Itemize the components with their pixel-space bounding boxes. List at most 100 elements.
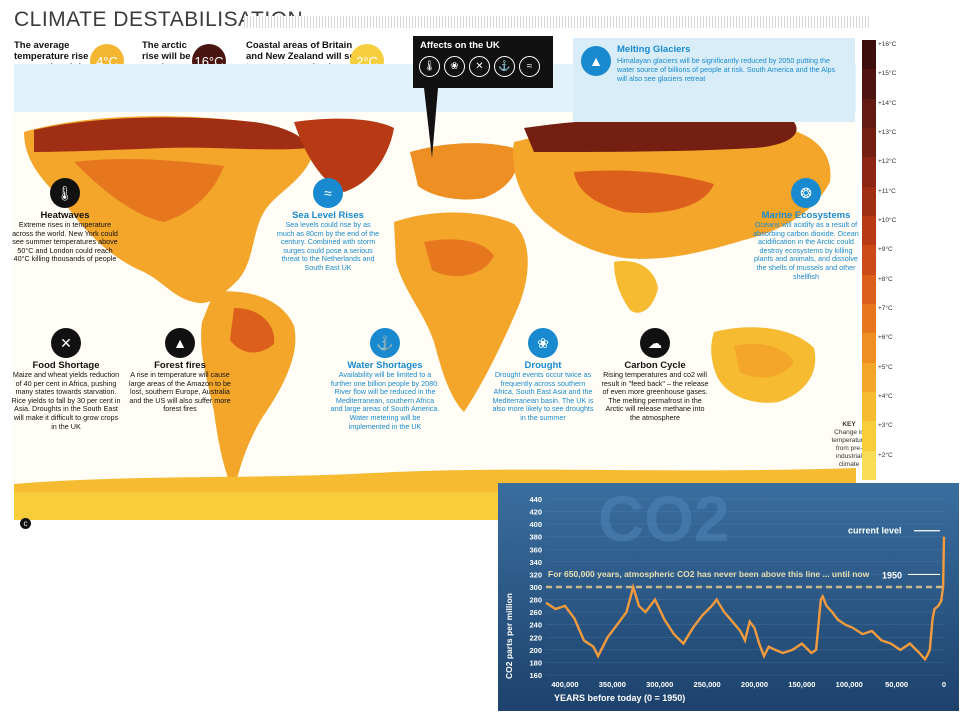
thermometer-icon: 🌡 bbox=[50, 178, 80, 208]
feature-heatwaves: 🌡 Heatwaves Extreme rises in temperature… bbox=[12, 178, 118, 264]
key-label: +7°C bbox=[878, 305, 893, 312]
glaciers-title: Melting Glaciers bbox=[617, 44, 691, 55]
key-label: +2°C bbox=[878, 451, 893, 459]
key-swatch bbox=[862, 391, 876, 422]
fish-icon: ❀ bbox=[444, 56, 465, 77]
feature-title: Marine Ecosystems bbox=[761, 210, 851, 221]
x-tick-label: 250,000 bbox=[694, 680, 721, 689]
glaciers-text: Himalayan glaciers will be significantly… bbox=[617, 56, 836, 83]
x-tick-label: 300,000 bbox=[646, 680, 673, 689]
key-swatch bbox=[862, 186, 876, 216]
key-swatch bbox=[862, 274, 876, 304]
tap-icon: ⚓ bbox=[494, 56, 515, 77]
y-tick-label: 240 bbox=[529, 621, 542, 630]
key-swatch bbox=[862, 333, 876, 363]
climate-poster: CLIMATE DESTABILISATION The average temp… bbox=[8, 6, 870, 530]
molecule-icon: ❂ bbox=[791, 178, 821, 208]
y-tick-label: 340 bbox=[529, 558, 542, 567]
y-tick-label: 180 bbox=[529, 658, 542, 667]
key-label: +11°C bbox=[878, 187, 896, 195]
y-tick-label: 260 bbox=[529, 608, 542, 617]
x-tick-label: 200,000 bbox=[741, 680, 768, 689]
y-tick-label: 440 bbox=[529, 495, 542, 504]
y-tick-label: 360 bbox=[529, 545, 542, 554]
key-swatch bbox=[862, 303, 876, 334]
x-tick-label: 100,000 bbox=[836, 680, 863, 689]
key-legend-title: KEY Change in temperature from pre-indus… bbox=[828, 421, 870, 469]
temperature-key-labels: +16°C +15°C +14°C +13°C +12°C +11°C +10°C +9°C +… bbox=[878, 40, 908, 480]
melting-glaciers-panel: ▲ Melting Glaciers Himalayan glaciers wi… bbox=[573, 38, 855, 122]
feature-carbon: ☁ Carbon Cycle Rising temperatures and c… bbox=[600, 328, 710, 423]
feature-text: Oceans will acidify as a result of absor… bbox=[753, 220, 859, 281]
feature-title: Heatwaves bbox=[40, 210, 90, 221]
y-tick-label: 200 bbox=[529, 646, 542, 655]
y-tick-label: 220 bbox=[529, 633, 542, 642]
key-label: +6°C bbox=[878, 334, 893, 342]
current-level-label: current level bbox=[848, 526, 902, 536]
key-swatch bbox=[862, 450, 876, 480]
feature-text: A rise in temperature will cause large a… bbox=[129, 370, 231, 414]
no-food-icon: ✕ bbox=[469, 56, 490, 77]
x-axis-label: YEARS before today (0 = 1950) bbox=[554, 693, 685, 703]
cloud-icon: ☁ bbox=[640, 328, 670, 358]
x-tick-label: 150,000 bbox=[788, 680, 815, 689]
affects-uk-title: Affects on the UK bbox=[420, 40, 500, 51]
feature-title: Sea Level Rises bbox=[292, 210, 364, 221]
feature-drought: ❀ Drought Drought events occur twice as … bbox=[490, 328, 596, 423]
copyright-icon: c bbox=[20, 518, 31, 529]
key-swatch bbox=[862, 127, 876, 158]
feature-text: Availability will be limited to a furthe… bbox=[330, 370, 440, 431]
x-tick-label: 400,000 bbox=[551, 680, 578, 689]
x-tick-label: 0 bbox=[942, 680, 946, 689]
temperature-key-bar bbox=[862, 40, 876, 480]
tap-icon: ⚓ bbox=[370, 328, 400, 358]
key-swatch bbox=[862, 362, 876, 392]
feature-title: Drought bbox=[524, 360, 562, 371]
key-swatch bbox=[862, 421, 876, 451]
y-tick-label: 400 bbox=[529, 520, 542, 529]
feature-title: Food Shortage bbox=[32, 360, 100, 371]
thermometer-icon: 🌡 bbox=[419, 56, 440, 77]
mountain-icon: ▲ bbox=[581, 46, 611, 76]
co2-chart-panel: CO2 160 180 200 220 240 260 280 300 320 340 360 380… bbox=[498, 483, 959, 711]
key-label: +13°C bbox=[878, 129, 897, 136]
y-tick-label: 320 bbox=[529, 570, 542, 579]
key-label: +9°C bbox=[878, 246, 893, 254]
key-swatch bbox=[862, 40, 876, 70]
feature-sea-level: ≈ Sea Level Rises Sea levels could rise … bbox=[276, 178, 380, 273]
feature-fires: ▲ Forest fires A rise in temperature wil… bbox=[128, 328, 232, 414]
co2-chart: CO2 160 180 200 220 240 260 280 300 320 340 360 380… bbox=[504, 483, 946, 703]
y-tick-label: 380 bbox=[529, 533, 542, 542]
feature-text: Sea levels could rise by as much as 80cm… bbox=[276, 220, 380, 272]
year-1950-label: 1950 bbox=[882, 570, 902, 580]
key-subtitle: Change in temperature from pre-industria… bbox=[831, 429, 867, 468]
key-label: +12°C bbox=[878, 158, 897, 166]
y-tick-label: 300 bbox=[529, 583, 542, 592]
threshold-annotation: For 650,000 years, atmospheric CO2 has n… bbox=[548, 569, 870, 579]
key-swatch bbox=[862, 215, 876, 246]
feature-title: Water Shortages bbox=[347, 360, 423, 371]
wave-icon: ≈ bbox=[313, 178, 343, 208]
feature-title: Forest fires bbox=[154, 360, 206, 371]
key-swatch bbox=[862, 157, 876, 187]
key-swatch bbox=[862, 98, 876, 128]
title-rule bbox=[244, 16, 870, 28]
poster-title: CLIMATE DESTABILISATION bbox=[14, 8, 304, 31]
feature-food: ✕ Food Shortage Maize and wheat yields r… bbox=[10, 328, 122, 431]
key-label: +15°C bbox=[878, 70, 897, 78]
y-tick-label: 280 bbox=[529, 596, 542, 605]
feature-title: Carbon Cycle bbox=[624, 360, 686, 371]
feature-text: Maize and wheat yields reduction of 40 p… bbox=[11, 370, 121, 431]
fish-icon: ❀ bbox=[528, 328, 558, 358]
world-temperature-map bbox=[14, 112, 856, 520]
feature-text: Extreme rises in temperature across the … bbox=[12, 220, 118, 264]
x-tick-label: 50,000 bbox=[885, 680, 908, 689]
y-axis-label: CO2 parts per million bbox=[504, 593, 514, 679]
feature-text: Drought events occur twice as frequently… bbox=[492, 370, 594, 422]
key-swatch bbox=[862, 245, 876, 275]
feature-water: ⚓ Water Shortages Availability will be l… bbox=[330, 328, 440, 431]
y-tick-label: 160 bbox=[529, 671, 542, 680]
x-tick-label: 350,000 bbox=[599, 680, 626, 689]
y-tick-label: 420 bbox=[529, 508, 542, 517]
feature-text: Rising temperatures and co2 will result … bbox=[601, 370, 709, 422]
